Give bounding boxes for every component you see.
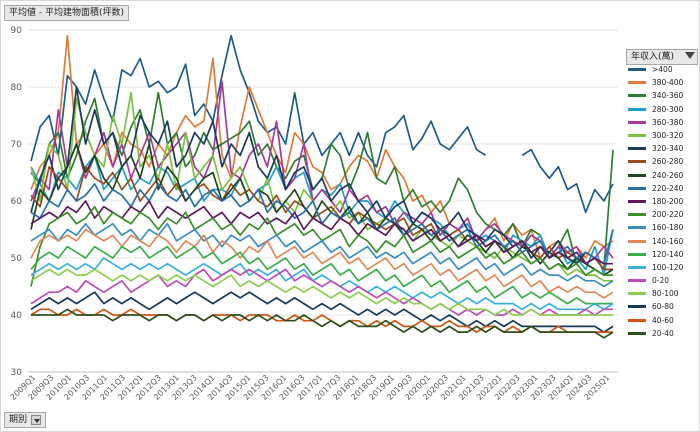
legend-label: 80-100	[652, 289, 679, 299]
legend-field-button[interactable]: 年収入(萬)	[626, 49, 698, 65]
y-tick-label: 40	[11, 311, 23, 321]
legend-label: 140-160	[652, 236, 684, 246]
legend-item: 100-120	[628, 261, 698, 274]
legend-swatch	[628, 173, 646, 177]
series-line-160-180	[30, 222, 614, 288]
legend-item: 180-200	[628, 195, 698, 208]
legend-item: 0-20	[628, 274, 698, 287]
series-line-100-120	[30, 257, 614, 311]
legend-label: 340-360	[652, 91, 684, 101]
legend-item: 160-180	[628, 221, 698, 234]
legend-field-label: 年収入(萬)	[631, 52, 675, 62]
legend-item: 240-260	[628, 169, 698, 182]
legend-label: 300-320	[652, 131, 684, 141]
series-line-0-20	[30, 268, 613, 316]
legend-item: 200-220	[628, 208, 698, 221]
legend-swatch	[628, 107, 646, 111]
series-line-240-260	[30, 143, 614, 276]
legend-swatch	[628, 94, 646, 98]
legend-label: 320-340	[652, 144, 684, 154]
series-line-120-140	[30, 245, 613, 305]
legend-label: 200-220	[652, 210, 684, 220]
legend-label: 20-40	[652, 328, 674, 338]
series-line-180-200	[30, 200, 613, 265]
legend-item: 360-380	[628, 116, 698, 129]
legend-label: 360-380	[652, 117, 684, 127]
legend-item: >400	[628, 63, 698, 76]
legend-swatch	[628, 318, 646, 322]
legend-swatch	[628, 305, 646, 309]
legend-item: 40-60	[628, 314, 698, 327]
series-line-360-380	[30, 80, 614, 265]
legend-label: 0-20	[652, 276, 670, 286]
series-line-40-60	[30, 308, 613, 333]
y-tick-label: 50	[11, 254, 23, 264]
legend-item: 340-360	[628, 89, 698, 102]
legend-item: 380-400	[628, 76, 698, 89]
value-field-label: 平均値 - 平均建物面積(坪数)	[9, 8, 124, 18]
legend-swatch	[628, 252, 646, 256]
legend: >400 380-400 340-360 280-300 360-380 300-320 3…	[628, 63, 698, 340]
series-line-60-80	[30, 291, 614, 333]
series-line-20-40	[31, 308, 614, 339]
legend-item: 280-300	[628, 103, 698, 116]
legend-item: 80-100	[628, 287, 698, 300]
legend-item: 60-80	[628, 300, 698, 313]
legend-label: 280-300	[652, 104, 684, 114]
y-tick-label: 70	[11, 140, 23, 150]
legend-swatch	[628, 81, 646, 85]
legend-item: 300-320	[628, 129, 698, 142]
legend-swatch	[628, 331, 646, 335]
series-line->400	[30, 34, 614, 214]
series-line-260-280	[30, 165, 613, 271]
legend-label: 380-400	[652, 78, 684, 88]
legend-swatch	[628, 120, 646, 124]
legend-item: 120-140	[628, 248, 698, 261]
dropdown-arrow-icon[interactable]	[31, 414, 42, 425]
legend-label: 100-120	[652, 262, 684, 272]
legend-swatch	[628, 186, 646, 190]
x-axis: 2009Q12009Q32010Q12010Q32011Q12011Q32012…	[9, 373, 612, 402]
legend-swatch	[628, 239, 646, 243]
legend-label: 260-280	[652, 157, 684, 167]
legend-swatch	[628, 68, 646, 72]
filter-icon[interactable]	[685, 52, 695, 59]
value-field-button[interactable]: 平均値 - 平均建物面積(坪数)	[4, 5, 129, 21]
series-lines	[30, 34, 614, 339]
legend-label: 220-240	[652, 183, 684, 193]
legend-swatch	[628, 265, 646, 269]
legend-label: 40-60	[652, 315, 674, 325]
legend-label: 180-200	[652, 196, 684, 206]
y-tick-label: 90	[11, 26, 23, 36]
legend-label: 60-80	[652, 302, 674, 312]
period-field-label: 期別	[9, 415, 28, 425]
series-line-80-100	[30, 268, 613, 316]
legend-swatch	[628, 147, 646, 151]
legend-swatch	[628, 199, 646, 203]
legend-swatch	[628, 292, 646, 296]
legend-swatch	[628, 160, 646, 164]
legend-swatch	[628, 279, 646, 283]
legend-label: >400	[652, 65, 673, 75]
legend-item: 320-340	[628, 142, 698, 155]
legend-label: 160-180	[652, 223, 684, 233]
legend-swatch	[628, 134, 646, 138]
y-tick-label: 60	[11, 197, 23, 207]
legend-item: 220-240	[628, 182, 698, 195]
legend-swatch	[628, 213, 646, 217]
period-field-button[interactable]: 期別	[4, 412, 47, 428]
legend-label: 240-260	[652, 170, 684, 180]
legend-item: 140-160	[628, 234, 698, 247]
legend-item: 260-280	[628, 155, 698, 168]
y-tick-label: 30	[11, 368, 23, 378]
series-line-140-160	[30, 228, 614, 299]
legend-swatch	[628, 226, 646, 230]
series-line-300-320	[30, 91, 613, 282]
legend-item: 20-40	[628, 327, 698, 340]
y-axis: 30 40 50 60 70 80 90	[11, 26, 23, 378]
legend-label: 120-140	[652, 249, 684, 259]
y-tick-label: 80	[11, 83, 23, 93]
